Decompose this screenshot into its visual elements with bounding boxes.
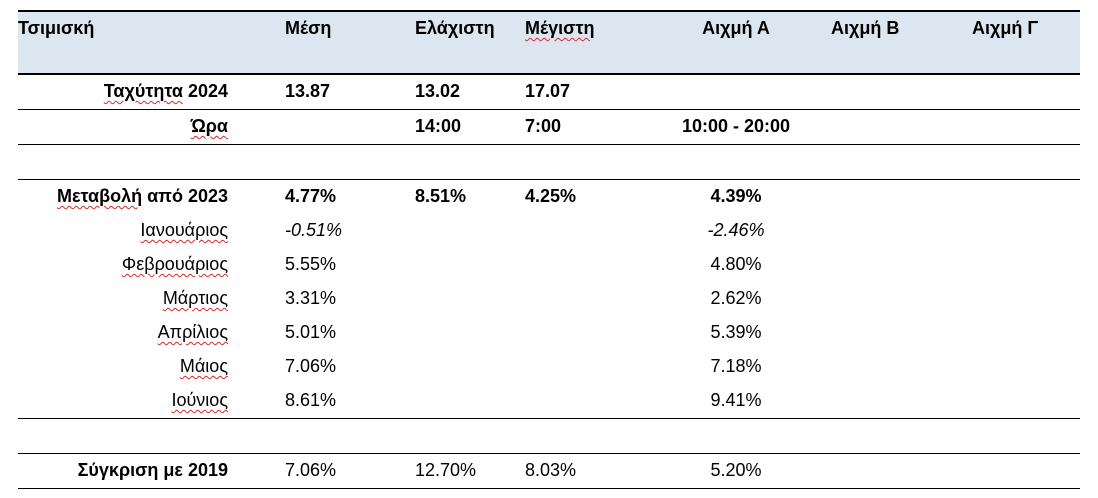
hour-row: Ώρα 14:00 7:00 10:00 - 20:00 [18, 110, 1080, 145]
month-mean: -0.51% [285, 220, 343, 240]
speed-min: 13.02 [415, 81, 461, 101]
hour-max: 7:00 [525, 116, 562, 136]
header-row: Τσιμισκή Μέση Ελάχιστη Μέγιστη Αιχμή Α Α… [18, 10, 1080, 75]
month-name: Απρίλιος [157, 322, 228, 342]
month-name: Φεβρουάριος [121, 254, 228, 274]
month-mean: 5.55% [285, 254, 337, 274]
change-min: 8.51% [415, 186, 467, 206]
month-row: Απρίλιος 5.01% 5.39% [18, 316, 1080, 350]
month-mean: 3.31% [285, 288, 337, 308]
compare-min: 12.70% [415, 460, 477, 480]
hour-peak-a: 10:00 - 20:00 [681, 116, 791, 136]
month-mean: 7.06% [285, 356, 337, 376]
month-peak-a: 2.62% [710, 288, 762, 308]
month-mean: 8.61% [285, 390, 337, 410]
compare-mean: 7.06% [285, 460, 337, 480]
speed-row: Ταχύτητα 2024 13.87 13.02 17.07 [18, 75, 1080, 110]
speed-table: Τσιμισκή Μέση Ελάχιστη Μέγιστη Αιχμή Α Α… [18, 10, 1080, 489]
month-row: Μάρτιος 3.31% 2.62% [18, 282, 1080, 316]
header-peak-c: Αιχμή Γ [972, 18, 1039, 38]
month-peak-a: -2.46% [707, 220, 765, 240]
month-row: Μάιος 7.06% 7.18% [18, 350, 1080, 384]
hour-min: 14:00 [415, 116, 462, 136]
month-row: Φεβρουάριος 5.55% 4.80% [18, 248, 1080, 282]
spacer-row [18, 419, 1080, 454]
header-max: Μέγιστη [525, 18, 595, 38]
month-mean: 5.01% [285, 322, 337, 342]
compare-label: Σύγκριση με 2019 [77, 460, 228, 480]
month-row: Ιούνιος 8.61% 9.41% [18, 384, 1080, 419]
speed-mean: 13.87 [285, 81, 331, 101]
month-peak-a: 4.80% [710, 254, 762, 274]
change-mean: 4.77% [285, 186, 337, 206]
spacer-row [18, 145, 1080, 180]
header-mean: Μέση [285, 18, 332, 38]
change-peak-a: 4.39% [710, 186, 762, 206]
header-peak-a: Αιχμή Α [702, 18, 770, 38]
header-corner: Τσιμισκή [18, 18, 95, 38]
compare-max: 8.03% [525, 460, 577, 480]
month-peak-a: 9.41% [710, 390, 762, 410]
change-max: 4.25% [525, 186, 577, 206]
month-row: Ιανουάριος -0.51% -2.46% [18, 214, 1080, 248]
compare-row: Σύγκριση με 2019 7.06% 12.70% 8.03% 5.20… [18, 454, 1080, 489]
month-name: Ιούνιος [171, 390, 228, 410]
hour-label: Ώρα [190, 116, 228, 136]
compare-peak-a: 5.20% [710, 460, 762, 480]
speed-label: Ταχύτητα 2024 [103, 81, 228, 101]
month-name: Ιανουάριος [140, 220, 228, 240]
header-peak-b: Αιχμή Β [831, 18, 900, 38]
month-peak-a: 5.39% [710, 322, 762, 342]
header-min: Ελάχιστη [415, 18, 495, 38]
change-row: Μεταβολή από 2023 4.77% 8.51% 4.25% 4.39… [18, 180, 1080, 214]
month-name: Μάιος [179, 356, 228, 376]
change-label: Μεταβολή από 2023 [56, 186, 228, 206]
speed-max: 17.07 [525, 81, 571, 101]
month-name: Μάρτιος [162, 288, 228, 308]
month-peak-a: 7.18% [710, 356, 762, 376]
